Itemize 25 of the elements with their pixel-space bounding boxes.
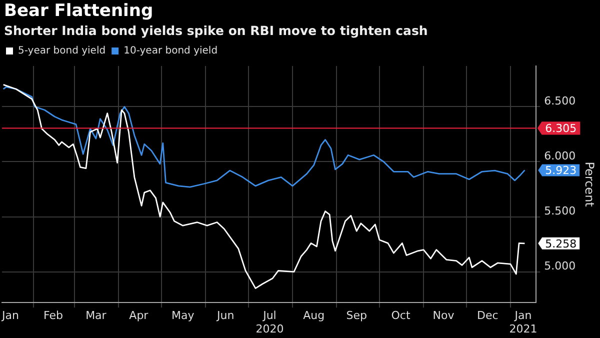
- y-axis-title: Percent: [582, 162, 597, 208]
- y-tick-label: 5.000: [544, 260, 576, 273]
- x-tick-label: Apr: [129, 309, 149, 322]
- x-tick-label: Dec: [477, 309, 498, 322]
- x-tick-label: Jun: [216, 309, 234, 322]
- x-tick-label: Jul 2020: [256, 309, 284, 336]
- chart-title: Bear Flattening: [4, 1, 154, 21]
- data-label: 5.923: [545, 164, 577, 178]
- y-tick-label: 5.500: [544, 204, 576, 218]
- y-tick-label: 6.000: [544, 150, 576, 163]
- x-tick-label: Aug: [303, 309, 325, 322]
- data-label: 5.258: [545, 237, 577, 250]
- x-tick-label: Sep: [346, 309, 368, 322]
- legend-label: 10-year bond yield: [124, 46, 218, 57]
- x-tick-label: Jan 2021: [509, 309, 538, 336]
- x-tick-label: Mar: [86, 309, 107, 322]
- y-tick-label: 6.500: [544, 94, 576, 108]
- x-tick-label: Oct: [391, 309, 411, 322]
- chart-subtitle: Shorter India bond yields spike on RBI move to tighten cash: [4, 23, 428, 38]
- ref-line-label: 6.305: [545, 122, 577, 136]
- x-tick-label: May: [171, 309, 195, 322]
- x-tick-label: Jan: [0, 309, 19, 322]
- x-tick-label: Nov: [432, 309, 455, 322]
- legend-label: 5-year bond yield: [18, 46, 106, 57]
- x-tick-label: Feb: [43, 309, 63, 322]
